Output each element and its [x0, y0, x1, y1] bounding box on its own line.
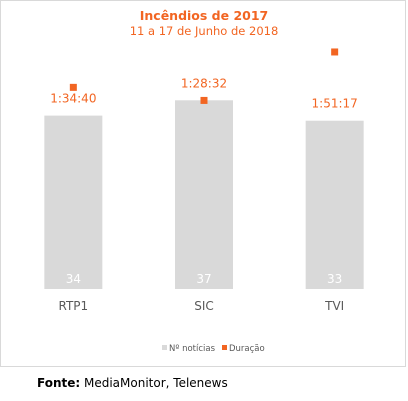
category-label-sic: SIC	[194, 299, 214, 313]
duration-marker-sic	[200, 96, 208, 104]
category-label-tvi: TVI	[324, 299, 344, 313]
chart-frame	[0, 0, 406, 367]
legend: Nº notícias Duração	[162, 344, 265, 354]
duration-label-rtp1: 1:34:40	[50, 92, 96, 106]
category-label-rtp1: RTP1	[58, 299, 88, 313]
source-note: Fonte: MediaMonitor, Telenews	[37, 376, 228, 390]
duration-label-tvi: 1:51:17	[312, 97, 358, 111]
legend-label-duration: Duração	[229, 344, 265, 354]
bar-value-label-tvi: 33	[327, 272, 342, 286]
bar-sic	[175, 100, 233, 289]
source-label: Fonte:	[37, 376, 81, 390]
bar-value-label-sic: 37	[196, 272, 211, 286]
bars-layer: 34 RTP1 37 SIC 33 TVI	[44, 100, 364, 313]
markers-layer: 1:34:40 1:28:32 1:51:17	[50, 48, 358, 111]
bar-rtp1	[44, 115, 103, 289]
bar-tvi	[305, 120, 364, 289]
source-text: MediaMonitor, Telenews	[80, 376, 228, 390]
duration-marker-tvi	[331, 48, 339, 56]
legend-label-news-count: Nº notícias	[169, 344, 216, 354]
legend-swatch-news-count	[162, 345, 167, 350]
chart-title: Incêndios de 2017	[140, 8, 269, 23]
chart: Incêndios de 2017 11 a 17 de Junho de 20…	[44, 8, 364, 354]
bar-value-label-rtp1: 34	[66, 272, 81, 286]
duration-marker-rtp1	[69, 83, 77, 91]
legend-swatch-duration	[222, 345, 227, 350]
chart-subtitle: 11 a 17 de Junho de 2018	[130, 24, 279, 38]
duration-label-sic: 1:28:32	[181, 76, 227, 90]
